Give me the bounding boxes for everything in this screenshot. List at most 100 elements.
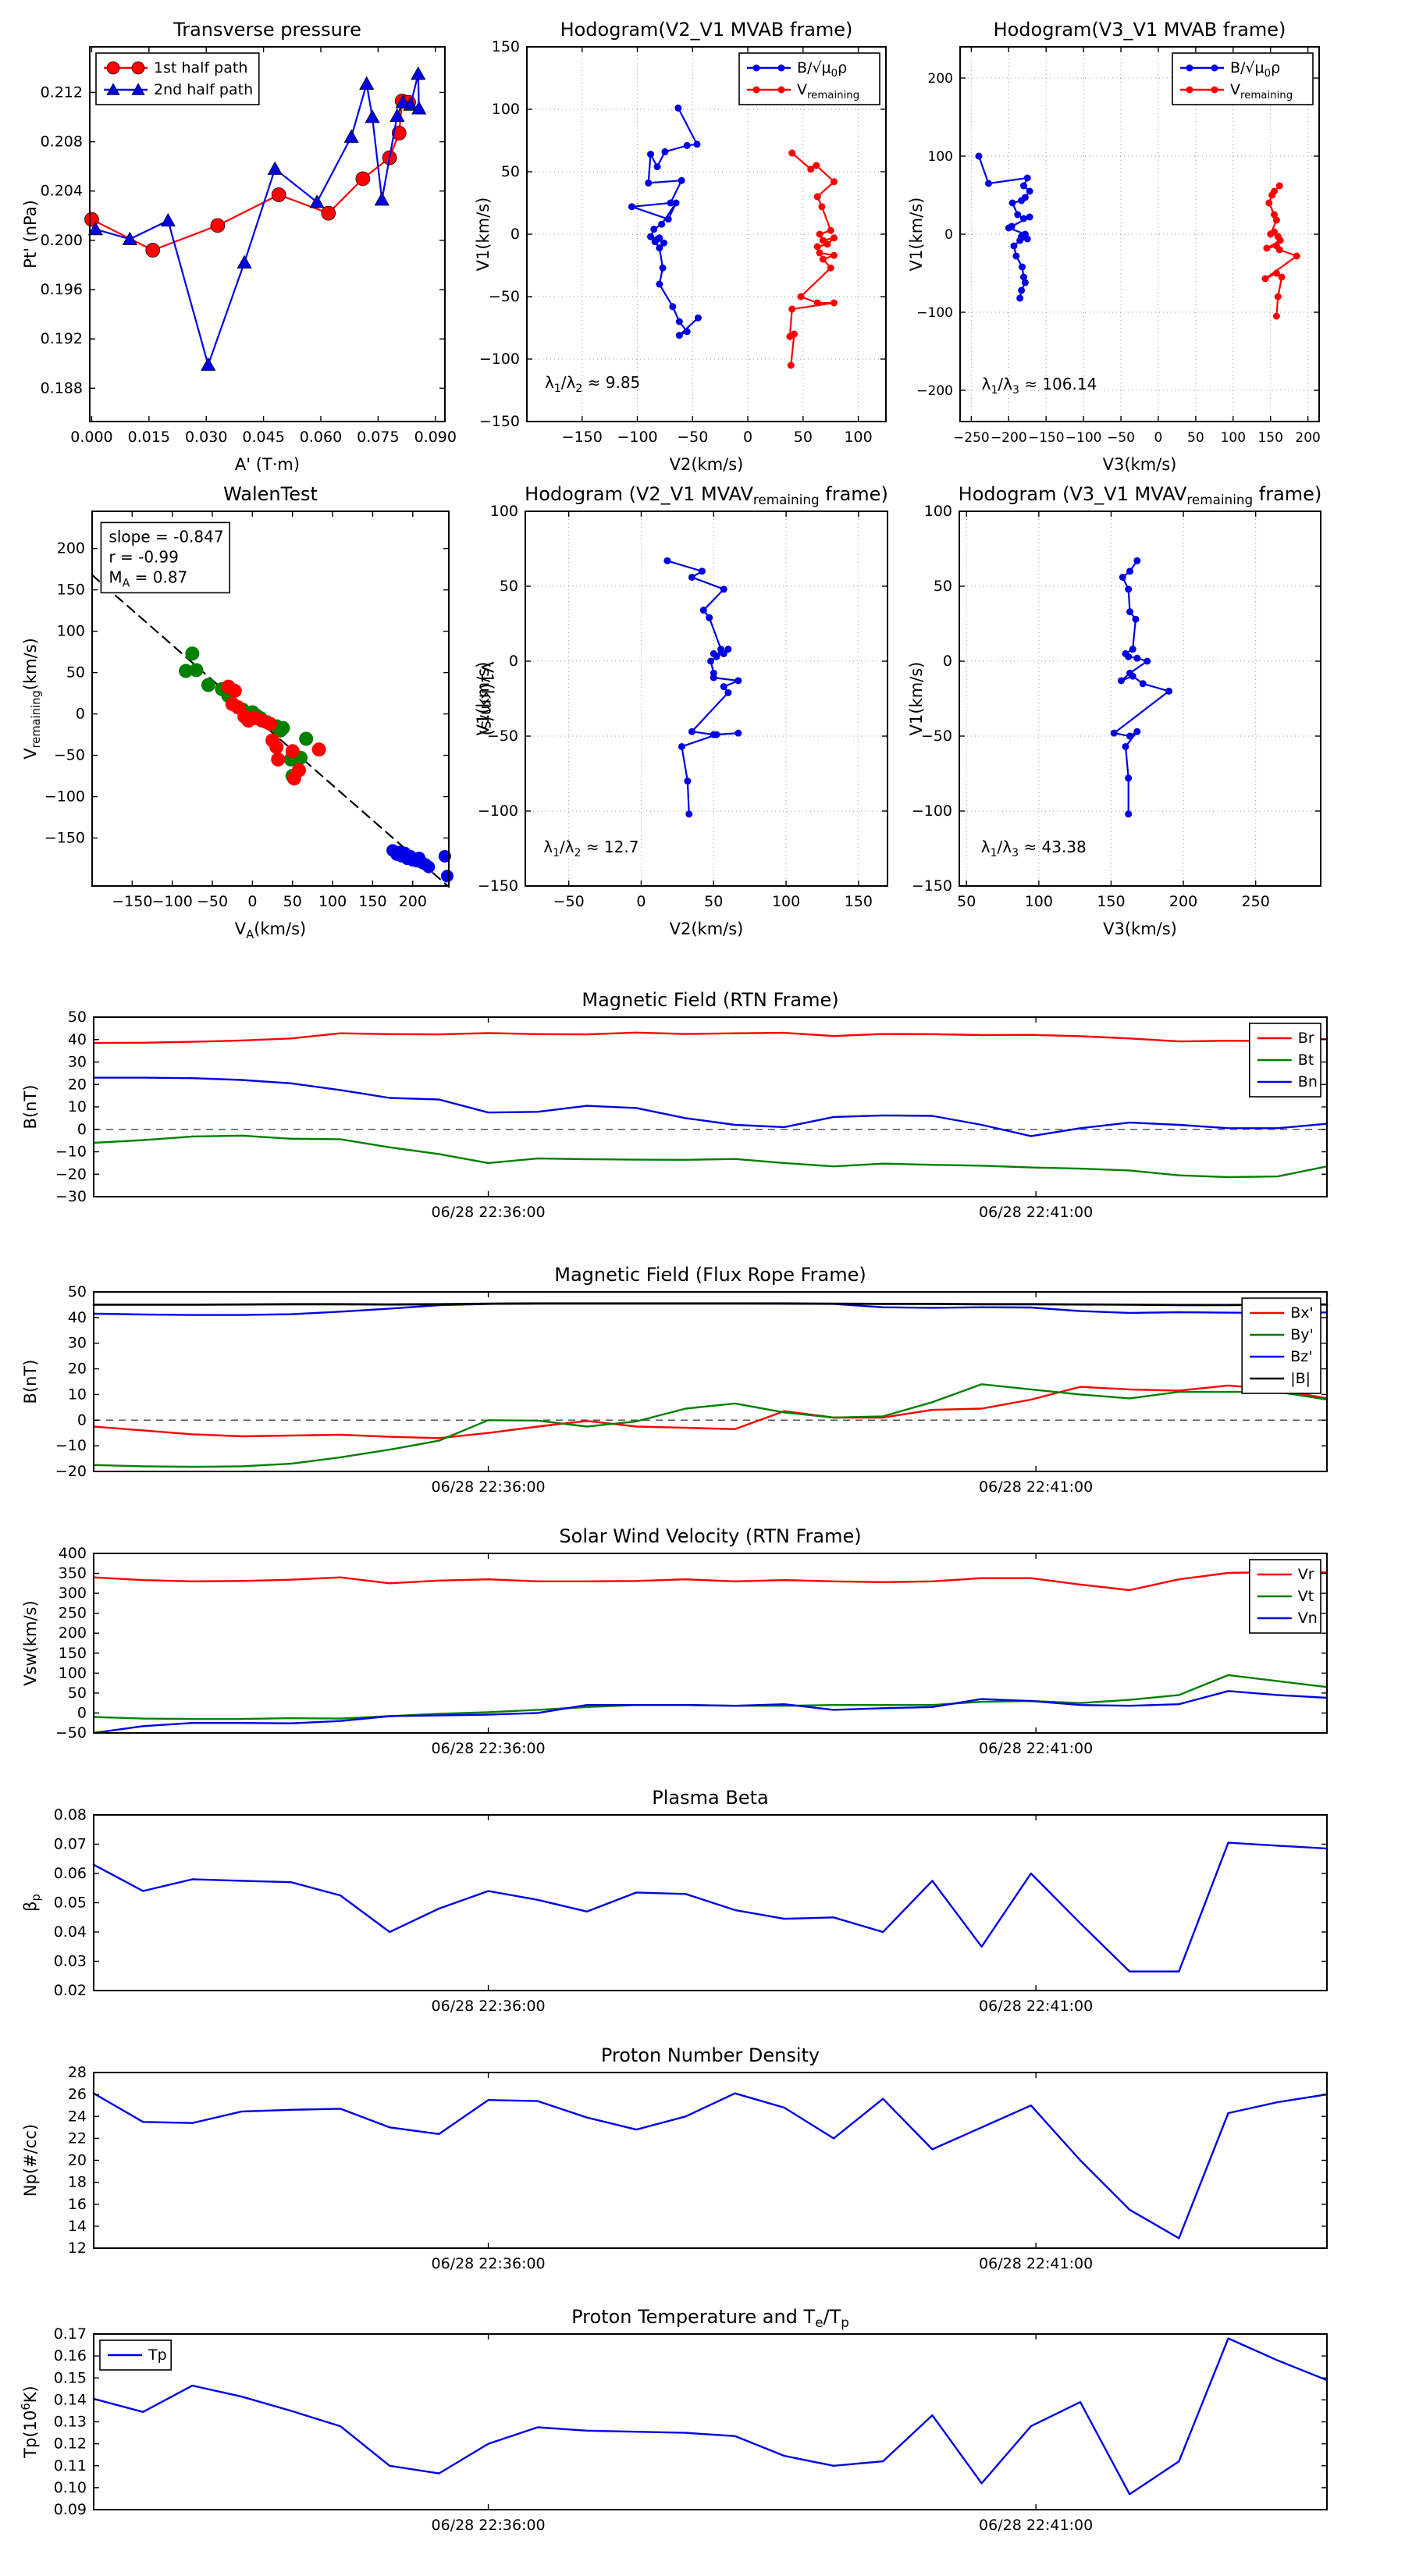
y-tick-label: 100 (490, 503, 518, 520)
x-tick-label: 200 (399, 893, 427, 910)
grid (960, 47, 1319, 422)
y-tick-label: 0.208 (41, 133, 83, 151)
y-tick-label: 0 (77, 1704, 87, 1721)
chart-title: Magnetic Field (RTN Frame) (582, 989, 838, 1011)
x-tick-label: 0.045 (242, 429, 284, 446)
series-velocity-hodogram (663, 557, 742, 818)
x-axis-label: V3(km/s) (1103, 920, 1177, 938)
chart-proton-temperature: 06/28 22:36:00 06/28 22:41:00 0.09 0.10 0.11… (20, 2306, 1329, 2534)
x-tick-label: 06/28 22:36:00 (432, 1740, 546, 1757)
x-axis-label: VA(km/s) (235, 920, 306, 941)
y-tick-label: 0.16 (54, 2347, 87, 2364)
x-tick-label: −50 (197, 893, 228, 910)
x-tick-label: 150 (1257, 430, 1282, 446)
plot-proton-number-density: 06/28 22:36:00 06/28 22:41:00 12 14 16 18 20 22… (16, 2028, 1389, 2286)
y-tick-label: 0.13 (54, 2414, 87, 2431)
y-axis-label: Pt' (nPa) (21, 200, 40, 269)
y-tick-label: 20 (68, 2152, 87, 2169)
series-B-magnitude (92, 1302, 1329, 1307)
x-tick-label: 50 (794, 429, 813, 446)
x-tick-label: −250 (953, 430, 990, 446)
x-tick-label: 150 (358, 893, 386, 910)
y-tick-label: 0.06 (54, 1865, 87, 1882)
x-axis-label: A' (T·m) (235, 455, 300, 474)
y-tick-label: 18 (68, 2174, 87, 2191)
y-tick-label: 0.05 (54, 1895, 87, 1912)
x-tick-label: 06/28 22:41:00 (979, 1740, 1093, 1757)
legend-label: By' (1290, 1326, 1314, 1343)
grid (525, 511, 887, 887)
chart-title: Magnetic Field (Flux Rope Frame) (554, 1264, 866, 1286)
y-tick-label: 12 (68, 2240, 87, 2257)
x-tick-label: 100 (844, 429, 872, 446)
series-Bn (92, 1076, 1329, 1137)
y-tick-label: −200 (916, 383, 953, 399)
y-axis-label: B(nT) (21, 1085, 40, 1130)
series-By-prime (92, 1383, 1329, 1468)
series-Tp (92, 2337, 1329, 2496)
plot-hodogram-v2v1-mvav: −50 0 50 100 150 −150 −100 −50 0 50 100 Hodogram (V… (468, 478, 937, 958)
y-tick-label: 0.10 (54, 2479, 87, 2496)
series-Vr (92, 1571, 1329, 1592)
x-tick-label: 06/28 22:36:00 (432, 2517, 546, 2534)
y-tick-label: 24 (68, 2108, 87, 2125)
series-first-half-path (84, 94, 416, 258)
chart-transverse-pressure: 0.000 0.015 0.030 0.045 0.060 0.075 0.090 0.188… (21, 19, 457, 474)
annotation: λ1/λ2 ≈ 9.85 (545, 373, 640, 395)
series-v-remaining (1261, 182, 1300, 320)
plot-proton-temperature: 06/28 22:36:00 06/28 22:41:00 0.09 0.10 0.11… (16, 2290, 1389, 2555)
chart-proton-density: 06/28 22:36:00 06/28 22:41:00 12 14 16 18 20 22… (21, 2044, 1329, 2272)
axes-box (93, 2333, 1328, 2510)
x-tick-label: 100 (772, 893, 800, 910)
y-tick-label: 30 (68, 1054, 87, 1071)
axes-box (525, 511, 888, 887)
legend: Br Bt Bn (1249, 1023, 1321, 1098)
y-tick-label: 0 (943, 653, 952, 670)
y-tick-label: 200 (57, 540, 85, 557)
series-Vt (92, 1674, 1329, 1720)
y-tick-label: 0.200 (41, 232, 83, 249)
x-tick-label: 50 (704, 893, 723, 910)
y-tick-label: 0 (509, 653, 518, 670)
x-tick-label: 0.000 (70, 429, 112, 446)
y-tick-label: 0.204 (41, 183, 83, 200)
y-axis-label: Vsw(km/s) (21, 1600, 40, 1686)
series-Vn (92, 1690, 1329, 1735)
y-tick-label: 30 (68, 1335, 87, 1352)
y-tick-label: 14 (68, 2218, 87, 2235)
y-tick-label: −100 (912, 802, 952, 820)
series-walen-red (221, 679, 326, 786)
y-tick-label: −100 (916, 305, 953, 321)
legend-label: Vremaining (1230, 81, 1293, 101)
x-tick-label: 06/28 22:41:00 (979, 1478, 1093, 1496)
series-beta-p (92, 1841, 1329, 1973)
y-tick-label: −20 (55, 1463, 87, 1480)
legend-label: Vr (1298, 1566, 1314, 1583)
chart-mag-rtn: 06/28 22:36:00 06/28 22:41:00 −30 −20 −10 0 10… (21, 989, 1329, 1221)
x-tick-label: 06/28 22:36:00 (432, 1998, 546, 2015)
y-tick-label: 40 (68, 1309, 87, 1326)
legend: 1st half path 2nd half path (95, 52, 260, 105)
chart-title: Solar Wind Velocity (RTN Frame) (559, 1525, 861, 1547)
legend: Tp (99, 2339, 172, 2371)
y-tick-label: 400 (59, 1545, 87, 1562)
annotation: λ1/λ3 ≈ 43.38 (981, 838, 1087, 859)
x-tick-label: 0 (636, 893, 646, 910)
x-tick-label: −50 (1107, 430, 1135, 446)
x-tick-label: 200 (1295, 430, 1320, 446)
y-tick-label: 10 (68, 1098, 87, 1115)
series-fit-line (91, 574, 450, 888)
y-tick-label: −150 (479, 413, 520, 430)
axes-box (93, 1291, 1328, 1472)
y-tick-label: 26 (68, 2086, 87, 2103)
y-tick-label: 0 (510, 226, 520, 243)
plot-magnetic-field-rtn: 06/28 22:36:00 06/28 22:41:00 −30 −20 −10 0 10… (16, 972, 1389, 1237)
y-tick-label: 250 (59, 1605, 87, 1622)
legend-label: Bz' (1290, 1348, 1312, 1365)
y-tick-label: 20 (68, 1076, 87, 1093)
axes-box (89, 46, 446, 422)
y-axis-label: B(nT) (21, 1360, 40, 1404)
chart-plasma-beta: 06/28 22:36:00 06/28 22:41:00 0.02 0.03 0.04… (21, 1787, 1329, 2015)
